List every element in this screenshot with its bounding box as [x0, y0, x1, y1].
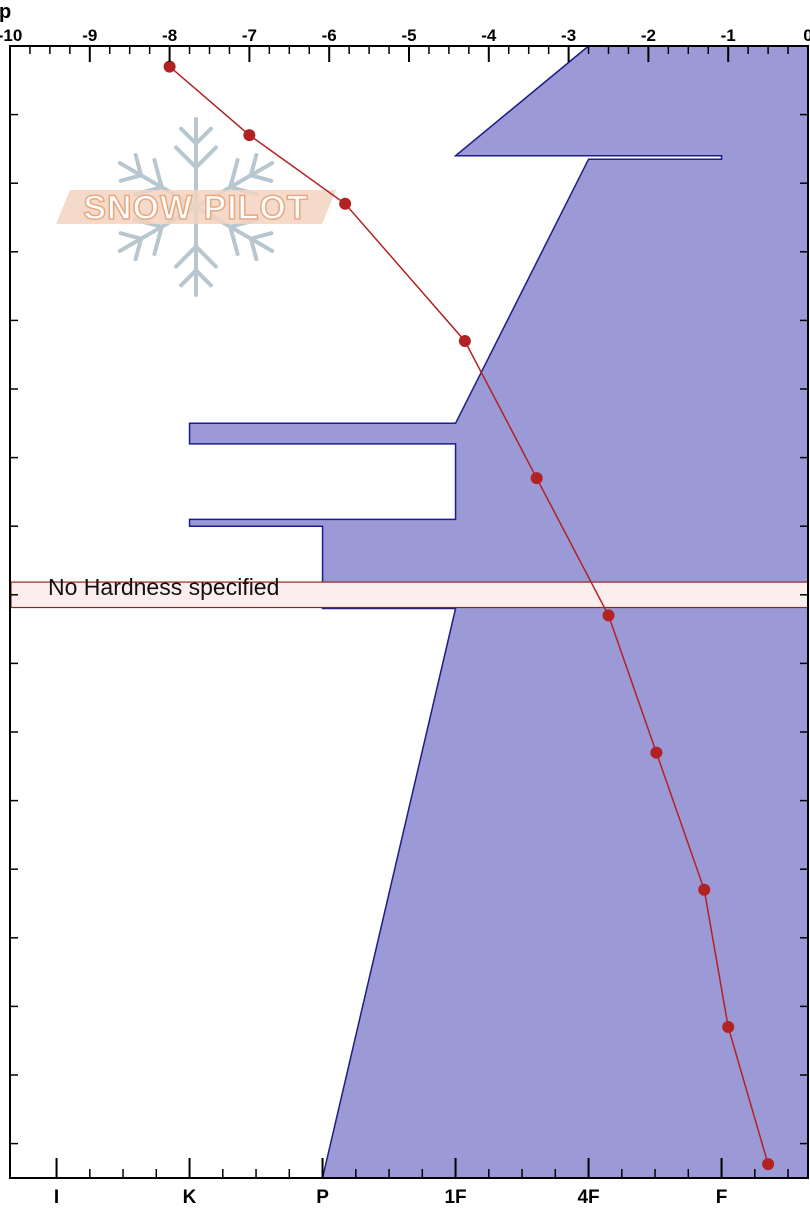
watermark-text: SNOW PILOT [83, 189, 308, 227]
temperature-point-0 [163, 60, 176, 73]
no-hardness-label: No Hardness specified [48, 574, 279, 600]
temperature-point-1 [243, 129, 256, 142]
temp-tick-label-1: -9 [82, 26, 97, 45]
temperature-point-3 [458, 334, 471, 347]
temp-tick-label-3: -7 [242, 26, 257, 45]
temperature-point-8 [722, 1020, 735, 1033]
hardness-tick-label-4: 4F [577, 1187, 599, 1208]
hardness-tick-label-5: F [716, 1187, 728, 1208]
temperature-point-6 [650, 746, 663, 759]
temperature-line [169, 66, 769, 1165]
watermark-banner [56, 190, 336, 224]
header-fragment: p [0, 1, 11, 23]
temperature-point-2 [339, 197, 352, 210]
temp-tick-label-5: -5 [401, 26, 416, 45]
temperature-point-9 [762, 1158, 775, 1171]
temperature-point-7 [698, 883, 711, 896]
hardness-tick-label-0: I [54, 1187, 59, 1208]
temp-tick-label-7: -3 [561, 26, 576, 45]
temp-tick-label-4: -6 [322, 26, 337, 45]
temp-tick-label-0: -10 [0, 26, 22, 45]
hardness-tick-label-1: K [183, 1187, 197, 1208]
temperature-point-4 [530, 472, 543, 485]
hardness-tick-label-2: P [316, 1187, 329, 1208]
temp-tick-label-10: 0 [803, 26, 810, 45]
temperature-point-5 [602, 609, 615, 622]
temp-tick-label-6: -4 [481, 26, 497, 45]
temp-tick-label-8: -2 [641, 26, 656, 45]
temp-tick-label-2: -8 [162, 26, 177, 45]
hardness-tick-label-3: 1F [444, 1187, 466, 1208]
temp-tick-label-9: -1 [721, 26, 736, 45]
